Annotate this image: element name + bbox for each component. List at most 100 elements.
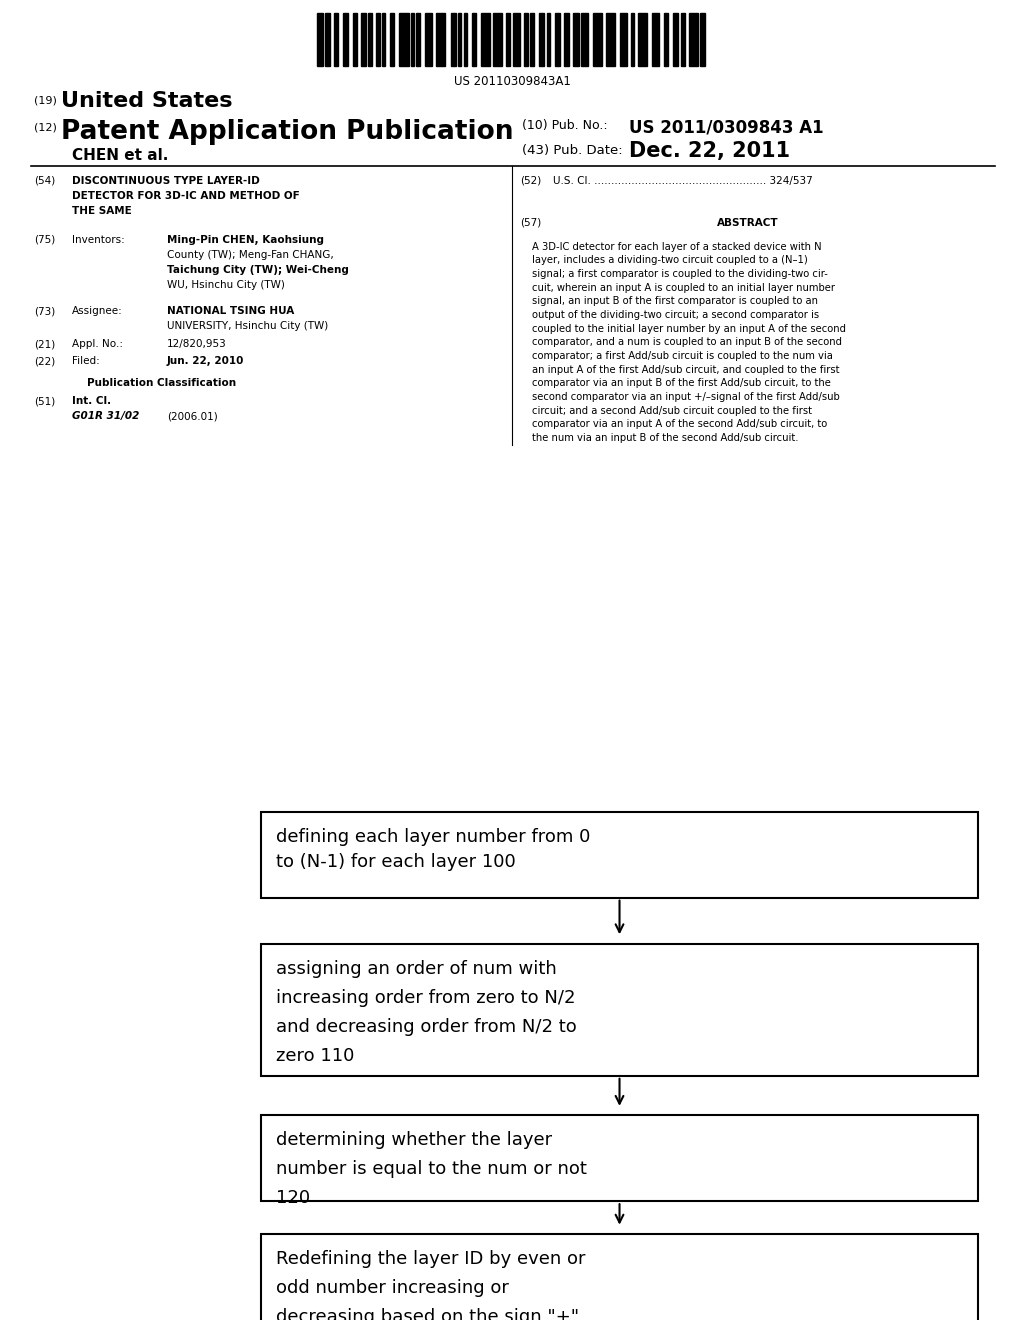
Text: comparator, and a num is coupled to an input B of the second: comparator, and a num is coupled to an i… [532, 337, 843, 347]
Text: (10) Pub. No.:: (10) Pub. No.: [522, 119, 608, 132]
Text: the num via an input B of the second Add/sub circuit.: the num via an input B of the second Add… [532, 433, 799, 442]
Text: Ming-Pin CHEN, Kaohsiung: Ming-Pin CHEN, Kaohsiung [167, 235, 324, 246]
Text: (54): (54) [34, 176, 55, 186]
Bar [317, 13, 323, 66]
Text: County (TW); Meng-Fan CHANG,: County (TW); Meng-Fan CHANG, [167, 251, 334, 260]
Text: Inventors:: Inventors: [72, 235, 125, 246]
Text: WU, Hsinchu City (TW): WU, Hsinchu City (TW) [167, 281, 285, 290]
Text: signal; a first comparator is coupled to the dividing-two cir-: signal; a first comparator is coupled to… [532, 269, 828, 279]
Text: (19): (19) [34, 95, 56, 106]
Text: number is equal to the num or not: number is equal to the num or not [276, 1160, 588, 1179]
Bar [620, 13, 627, 66]
Bar [652, 13, 659, 66]
Text: US 2011/0309843 A1: US 2011/0309843 A1 [629, 119, 823, 137]
Bar [334, 13, 338, 66]
Bar [376, 13, 380, 66]
Text: comparator via an input B of the first Add/sub circuit, to the: comparator via an input B of the first A… [532, 378, 831, 388]
Text: G01R 31/02: G01R 31/02 [72, 412, 139, 421]
Bar [411, 13, 414, 66]
Text: cuit, wherein an input A is coupled to an initial layer number: cuit, wherein an input A is coupled to a… [532, 282, 836, 293]
Bar [555, 13, 560, 66]
Text: defining each layer number from 0: defining each layer number from 0 [276, 828, 591, 846]
Text: ABSTRACT: ABSTRACT [717, 218, 778, 228]
Bar [390, 13, 394, 66]
Text: circuit; and a second Add/sub circuit coupled to the first: circuit; and a second Add/sub circuit co… [532, 405, 812, 416]
Text: Redefining the layer ID by even or: Redefining the layer ID by even or [276, 1250, 586, 1269]
Text: (22): (22) [34, 356, 55, 367]
Bar [700, 13, 705, 66]
Text: coupled to the initial layer number by an input A of the second: coupled to the initial layer number by a… [532, 323, 847, 334]
Text: US 20110309843A1: US 20110309843A1 [454, 75, 570, 88]
Text: (52): (52) [520, 176, 542, 186]
Text: increasing order from zero to N/2: increasing order from zero to N/2 [276, 989, 575, 1007]
Bar [539, 13, 544, 66]
Text: Publication Classification: Publication Classification [87, 378, 237, 388]
Text: (21): (21) [34, 339, 55, 350]
Bar [481, 13, 490, 66]
Text: Jun. 22, 2010: Jun. 22, 2010 [167, 356, 245, 367]
Text: DISCONTINUOUS TYPE LAYER-ID: DISCONTINUOUS TYPE LAYER-ID [72, 176, 259, 186]
Bar [451, 13, 456, 66]
Bar [436, 13, 445, 66]
Text: decreasing based on the sign "+": decreasing based on the sign "+" [276, 1308, 580, 1320]
Text: zero 110: zero 110 [276, 1047, 355, 1065]
Text: A 3D-IC detector for each layer of a stacked device with N: A 3D-IC detector for each layer of a sta… [532, 242, 822, 252]
Text: layer, includes a dividing-two circuit coupled to a (N–1): layer, includes a dividing-two circuit c… [532, 255, 808, 265]
Text: signal, an input B of the first comparator is coupled to an: signal, an input B of the first comparat… [532, 296, 818, 306]
Text: Taichung City (TW); Wei-Cheng: Taichung City (TW); Wei-Cheng [167, 265, 349, 276]
Text: Appl. No.:: Appl. No.: [72, 339, 123, 350]
Bar [638, 13, 647, 66]
Bar [493, 13, 502, 66]
Text: determining whether the layer: determining whether the layer [276, 1131, 553, 1150]
Text: Patent Application Publication: Patent Application Publication [61, 119, 514, 145]
Text: comparator via an input A of the second Add/sub circuit, to: comparator via an input A of the second … [532, 420, 827, 429]
Text: (2006.01): (2006.01) [167, 412, 218, 421]
Text: Filed:: Filed: [72, 356, 99, 367]
Bar [593, 13, 602, 66]
Bar [343, 13, 348, 66]
Text: second comparator via an input +/–signal of the first Add/sub: second comparator via an input +/–signal… [532, 392, 841, 401]
Text: Dec. 22, 2011: Dec. 22, 2011 [629, 141, 790, 161]
Bar [664, 13, 668, 66]
FancyBboxPatch shape [261, 944, 978, 1076]
Text: output of the dividing-two circuit; a second comparator is: output of the dividing-two circuit; a se… [532, 310, 819, 319]
Bar [425, 13, 432, 66]
Text: Assignee:: Assignee: [72, 306, 123, 317]
Bar [547, 13, 550, 66]
Bar [382, 13, 385, 66]
Bar [673, 13, 678, 66]
Bar [631, 13, 634, 66]
Text: comparator; a first Add/sub circuit is coupled to the num via: comparator; a first Add/sub circuit is c… [532, 351, 834, 360]
Text: (12): (12) [34, 123, 56, 133]
Text: assigning an order of num with: assigning an order of num with [276, 960, 557, 978]
Bar [325, 13, 330, 66]
Text: (43) Pub. Date:: (43) Pub. Date: [522, 144, 623, 157]
Text: DETECTOR FOR 3D-IC AND METHOD OF: DETECTOR FOR 3D-IC AND METHOD OF [72, 190, 299, 201]
Bar [361, 13, 366, 66]
Text: 120: 120 [276, 1189, 310, 1208]
Bar [368, 13, 372, 66]
Text: UNIVERSITY, Hsinchu City (TW): UNIVERSITY, Hsinchu City (TW) [167, 322, 328, 331]
Text: (51): (51) [34, 396, 55, 407]
FancyBboxPatch shape [261, 1234, 978, 1320]
Text: (75): (75) [34, 235, 55, 246]
Bar [399, 13, 409, 66]
Bar [681, 13, 685, 66]
Bar [464, 13, 467, 66]
Bar [606, 13, 615, 66]
Text: to (N-1) for each layer 100: to (N-1) for each layer 100 [276, 853, 516, 871]
Text: United States: United States [61, 91, 232, 111]
Text: and decreasing order from N/2 to: and decreasing order from N/2 to [276, 1018, 578, 1036]
Bar [458, 13, 461, 66]
Bar [353, 13, 357, 66]
Text: an input A of the first Add/sub circuit, and coupled to the first: an input A of the first Add/sub circuit,… [532, 364, 840, 375]
Text: NATIONAL TSING HUA: NATIONAL TSING HUA [167, 306, 294, 317]
Bar [472, 13, 476, 66]
Text: THE SAME: THE SAME [72, 206, 131, 216]
Text: Int. Cl.: Int. Cl. [72, 396, 111, 407]
Text: (73): (73) [34, 306, 55, 317]
FancyBboxPatch shape [261, 1115, 978, 1201]
Bar [573, 13, 579, 66]
Bar [416, 13, 420, 66]
Bar [689, 13, 698, 66]
